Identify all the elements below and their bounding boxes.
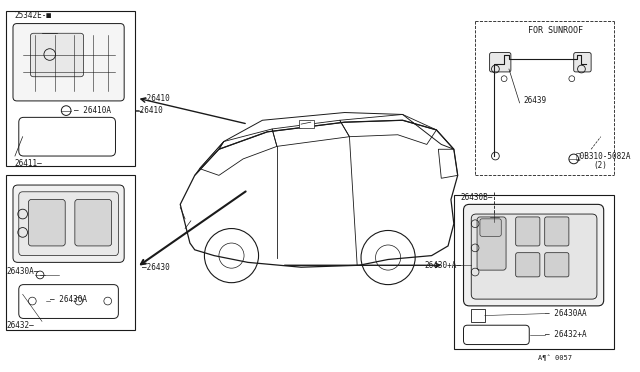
FancyBboxPatch shape xyxy=(477,217,506,270)
Text: 26432—: 26432— xyxy=(6,321,34,330)
Text: ⑐0B310-5082A: ⑐0B310-5082A xyxy=(575,151,631,161)
FancyBboxPatch shape xyxy=(19,192,118,256)
Text: — 26430A: — 26430A xyxy=(50,295,87,304)
FancyBboxPatch shape xyxy=(480,219,501,236)
Bar xyxy=(471,309,484,322)
Bar xyxy=(6,11,135,166)
FancyBboxPatch shape xyxy=(545,253,569,277)
Text: —26410: —26410 xyxy=(141,93,170,103)
FancyBboxPatch shape xyxy=(545,217,569,246)
Bar xyxy=(6,175,135,330)
Bar xyxy=(299,120,314,128)
FancyBboxPatch shape xyxy=(516,253,540,277)
Text: (2): (2) xyxy=(593,161,607,170)
FancyBboxPatch shape xyxy=(75,199,111,246)
Text: — 26410A: — 26410A xyxy=(74,106,111,115)
FancyBboxPatch shape xyxy=(516,217,540,246)
Text: 25342E-■: 25342E-■ xyxy=(15,11,52,20)
FancyBboxPatch shape xyxy=(463,325,529,344)
Text: — 26432+A: — 26432+A xyxy=(545,330,586,339)
Text: —26430: —26430 xyxy=(141,263,170,272)
Text: 26430A—: 26430A— xyxy=(6,267,38,276)
FancyBboxPatch shape xyxy=(19,285,118,318)
FancyBboxPatch shape xyxy=(573,52,591,72)
FancyBboxPatch shape xyxy=(13,23,124,101)
Text: — 26430AA: — 26430AA xyxy=(545,309,586,318)
FancyBboxPatch shape xyxy=(463,204,604,306)
FancyBboxPatch shape xyxy=(13,185,124,262)
FancyBboxPatch shape xyxy=(471,214,597,299)
Text: 26430B—: 26430B— xyxy=(461,193,493,202)
Text: FOR SUNROOF: FOR SUNROOF xyxy=(528,26,583,35)
Bar xyxy=(454,195,614,349)
Text: A¶ˆ 0057: A¶ˆ 0057 xyxy=(538,355,572,361)
Text: 26411—: 26411— xyxy=(15,159,43,168)
FancyBboxPatch shape xyxy=(19,117,115,156)
FancyBboxPatch shape xyxy=(490,52,511,72)
FancyBboxPatch shape xyxy=(28,199,65,246)
Text: —26410: —26410 xyxy=(135,106,163,115)
FancyBboxPatch shape xyxy=(30,33,84,77)
Text: 26430+A—: 26430+A— xyxy=(425,261,462,270)
Text: 26439: 26439 xyxy=(524,96,547,105)
